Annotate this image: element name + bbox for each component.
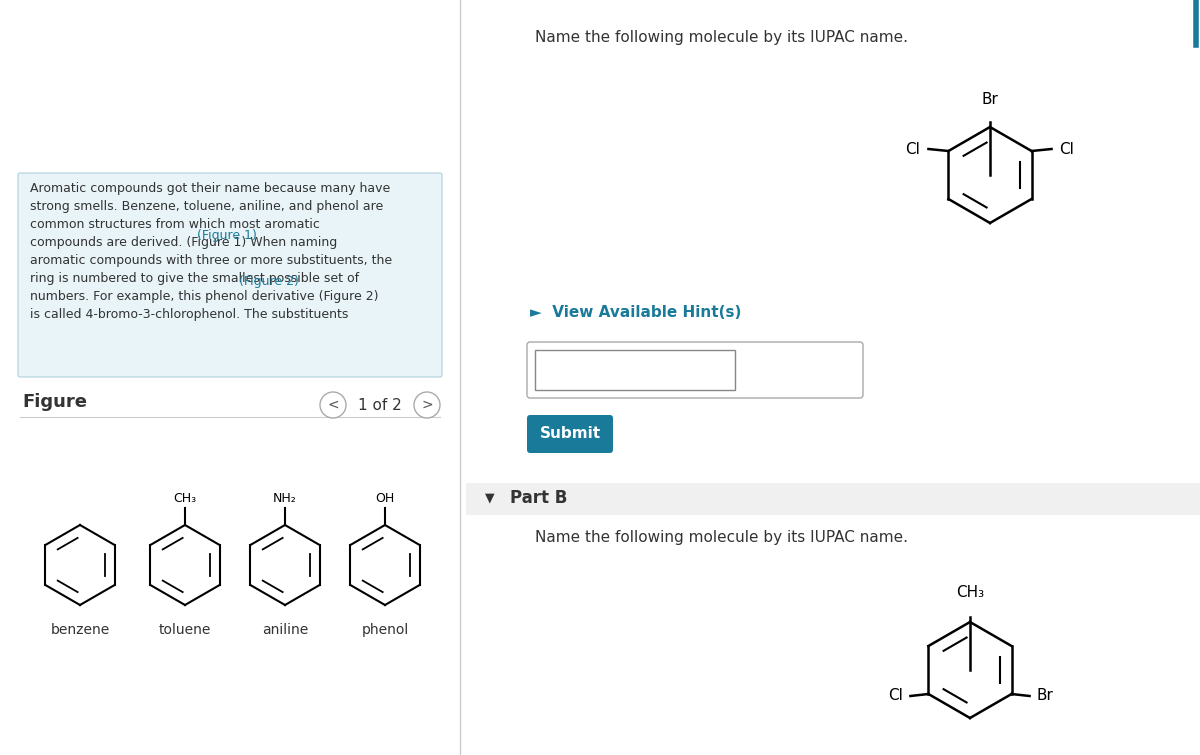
Text: Part B: Part B (510, 489, 568, 507)
Bar (466, 483, 1200, 515)
Text: Cl: Cl (906, 141, 920, 156)
Text: Submit: Submit (540, 427, 600, 442)
Text: ►  View Available Hint(s): ► View Available Hint(s) (530, 305, 742, 320)
FancyBboxPatch shape (527, 415, 613, 453)
Text: Cl: Cl (888, 689, 904, 704)
Text: benzene: benzene (50, 623, 109, 637)
Text: toluene: toluene (158, 623, 211, 637)
FancyBboxPatch shape (18, 173, 442, 377)
Text: Figure: Figure (22, 393, 88, 411)
Text: (Figure 1): (Figure 1) (197, 229, 257, 242)
Text: Br: Br (982, 92, 998, 107)
Text: Name the following molecule by its IUPAC name.: Name the following molecule by its IUPAC… (535, 530, 908, 545)
Text: (Figure 2): (Figure 2) (239, 275, 299, 288)
Text: Name the following molecule by its IUPAC name.: Name the following molecule by its IUPAC… (535, 30, 908, 45)
Text: CH₃: CH₃ (174, 492, 197, 505)
Text: ▼: ▼ (485, 492, 494, 504)
Text: aniline: aniline (262, 623, 308, 637)
Text: Aromatic compounds got their name because many have
strong smells. Benzene, tolu: Aromatic compounds got their name becaus… (30, 182, 392, 321)
FancyBboxPatch shape (527, 342, 863, 398)
Circle shape (320, 392, 346, 418)
Text: Cl: Cl (1060, 141, 1074, 156)
Text: NH₂: NH₂ (274, 492, 296, 505)
Text: CH₃: CH₃ (956, 585, 984, 600)
Bar (535, 350, 734, 390)
Text: >: > (421, 398, 433, 412)
Circle shape (414, 392, 440, 418)
Text: <: < (328, 398, 338, 412)
Text: OH: OH (376, 492, 395, 505)
Text: phenol: phenol (361, 623, 409, 637)
Text: 1 of 2: 1 of 2 (358, 397, 402, 412)
Text: Br: Br (1037, 689, 1054, 704)
